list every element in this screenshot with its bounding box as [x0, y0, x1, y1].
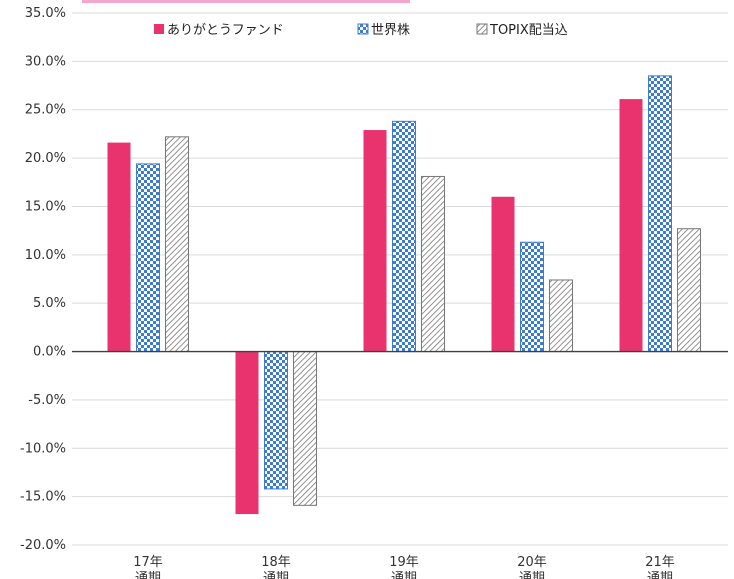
bar: [619, 99, 643, 352]
y-tick-label: 5.0%: [33, 296, 66, 311]
x-category-line: 通期: [647, 571, 673, 579]
x-category-line: 通期: [519, 571, 545, 579]
y-tick-label: 0.0%: [33, 345, 66, 360]
bar: [264, 351, 288, 490]
x-category-label: 19年通期: [389, 555, 419, 579]
legend-swatch: [357, 23, 369, 35]
bar: [549, 279, 573, 353]
y-axis-ticks: 35.0% 30.0% 25.0% 20.0% 15.0% 10.0% 5.0% 0.0% -5…: [20, 6, 66, 553]
x-category-label: 17年通期: [133, 555, 163, 579]
y-tick-label: 10.0%: [25, 248, 66, 263]
bar: [677, 228, 701, 353]
bar: [107, 142, 131, 352]
x-category-line: 18年: [261, 555, 291, 570]
legend-swatch: [154, 24, 164, 34]
y-tick-label: 15.0%: [25, 199, 66, 214]
bars: [107, 75, 701, 515]
x-category-label: 20年通期: [517, 555, 547, 579]
x-category-line: 17年: [133, 555, 163, 570]
legend-swatch: [476, 23, 488, 35]
x-category-label: 21年通期: [645, 555, 675, 579]
bar: [520, 241, 544, 353]
bar: [165, 136, 189, 353]
y-tick-label: -10.0%: [20, 441, 66, 456]
y-tick-label: -15.0%: [20, 490, 66, 505]
y-tick-label: 35.0%: [25, 6, 66, 21]
header-accent-line: [82, 0, 410, 3]
y-tick-label: 25.0%: [25, 103, 66, 118]
y-tick-label: -5.0%: [28, 393, 66, 408]
bar: [392, 120, 416, 353]
bar: [648, 75, 672, 353]
x-category-line: 通期: [263, 571, 289, 579]
x-category-label: 18年通期: [261, 555, 291, 579]
bar: [491, 196, 515, 352]
bar: [363, 130, 387, 352]
x-category-line: 20年: [517, 555, 547, 570]
bar: [421, 175, 445, 353]
x-category-line: 19年: [389, 555, 419, 570]
bar: [293, 351, 317, 506]
legend-label: 世界株: [371, 23, 410, 38]
legend: ありがとうファンド 世界株 TOPIX配当込: [154, 23, 568, 38]
y-tick-label: 30.0%: [25, 54, 66, 69]
bar: [235, 351, 259, 515]
y-tick-label: 20.0%: [25, 151, 66, 166]
legend-label: TOPIX配当込: [489, 23, 568, 38]
x-category-line: 通期: [391, 571, 417, 579]
x-category-line: 21年: [645, 555, 675, 570]
bar: [136, 163, 160, 353]
y-tick-label: -20.0%: [20, 538, 66, 553]
legend-label: ありがとうファンド: [167, 23, 284, 38]
x-category-line: 通期: [135, 571, 161, 579]
